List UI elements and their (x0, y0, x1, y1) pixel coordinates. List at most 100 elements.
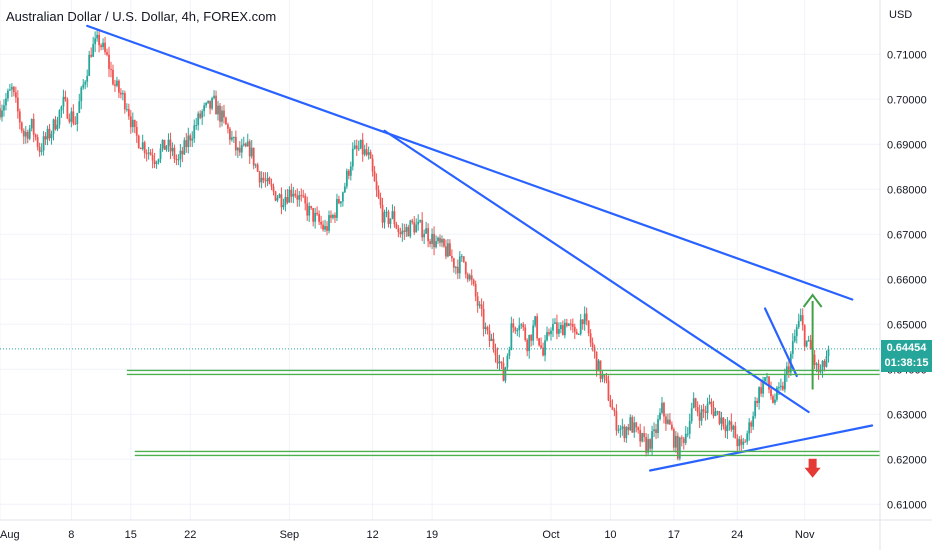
candle-body (86, 75, 89, 82)
candle-body (659, 412, 661, 420)
candle-body (60, 106, 63, 111)
candle-body (577, 334, 580, 336)
candle-body (813, 354, 816, 365)
candle-body (181, 150, 184, 155)
candle-body (585, 313, 588, 321)
candle-body (102, 42, 104, 48)
candle-body (415, 224, 418, 233)
candle-body (189, 135, 192, 141)
candle-body (762, 381, 764, 394)
candle-body (296, 195, 299, 200)
candle-body (3, 105, 5, 111)
candle-body (706, 403, 709, 413)
candle-body (744, 441, 747, 443)
candle-body (288, 189, 291, 203)
candle-body (100, 45, 102, 48)
candle-body (817, 363, 820, 373)
candle-body (589, 333, 592, 343)
candle-body (5, 98, 7, 106)
price-axis[interactable]: 0.71000 0.70000 0.69000 0.68000 0.67000 0.660… (879, 0, 927, 550)
candle-body (698, 412, 701, 421)
x-tick-label: 8 (68, 529, 74, 541)
candle-body (294, 193, 297, 196)
candle-body (720, 417, 723, 424)
candle-body (98, 34, 100, 46)
candle-body (663, 402, 665, 417)
candle-body (264, 180, 267, 182)
candle-body (256, 164, 259, 172)
candle-body (738, 439, 741, 447)
candle-body (506, 355, 509, 368)
candle-body (104, 42, 106, 53)
candle-body (173, 147, 176, 159)
candle-body (195, 125, 198, 127)
candle-body (736, 438, 739, 447)
candle-body (639, 430, 642, 442)
candle-body (492, 338, 495, 349)
candle-body (825, 356, 828, 367)
candle-body (534, 316, 537, 326)
trendline (383, 129, 810, 414)
candle-body (454, 266, 457, 268)
candle-body (141, 142, 144, 150)
candle-body (540, 345, 542, 348)
candle-body (561, 325, 564, 336)
candle-body (30, 118, 33, 129)
time-axis[interactable]: Aug 8 15 22 Sep 12 19 Oct 10 17 24 Nov (0, 519, 932, 541)
candle-body (413, 222, 416, 233)
candle-body (447, 243, 449, 257)
candle-body (611, 406, 614, 410)
candle-body (764, 377, 766, 382)
candle-body (66, 99, 69, 119)
candle-body (338, 199, 340, 204)
candle-body (710, 401, 713, 407)
candle-body (667, 419, 669, 424)
candle-body (783, 373, 786, 390)
candle-body (433, 233, 435, 248)
candle-body (548, 332, 550, 335)
y-tick-label: 0.66000 (887, 274, 927, 286)
candle-body (821, 360, 824, 372)
currency-label: USD (889, 9, 913, 21)
candle-body (544, 340, 546, 356)
candle-body (401, 230, 404, 235)
candle-body (9, 89, 11, 91)
candle-body (278, 194, 281, 198)
candle-body (36, 137, 39, 148)
candle-body (262, 177, 265, 181)
candle-body (227, 124, 229, 129)
candle-body (702, 409, 705, 412)
candle-body (163, 139, 166, 150)
x-tick-label: Sep (280, 529, 300, 541)
candle-body (437, 237, 439, 242)
candle-body (770, 389, 772, 397)
candle-body (641, 433, 644, 442)
candle-body (579, 319, 582, 335)
candle-body (365, 149, 368, 155)
candle-body (393, 211, 396, 225)
candle-body (799, 315, 802, 321)
candle-body (381, 204, 384, 223)
candle-body (70, 111, 73, 122)
candle-body (312, 208, 315, 222)
candle-body (193, 125, 196, 139)
candle-body (526, 340, 529, 352)
candle-body (528, 334, 531, 352)
candle-body (171, 147, 174, 152)
bar-countdown: 01:38:15 (884, 356, 929, 369)
candle-body (62, 96, 65, 107)
candle-body (28, 128, 31, 139)
x-tick-label: 19 (426, 529, 438, 541)
candle-body (96, 34, 99, 39)
candle-body (332, 214, 334, 218)
candle-body (361, 139, 364, 155)
y-tick-label: 0.61000 (887, 499, 927, 511)
candle-body (567, 323, 570, 326)
candle-body (809, 340, 812, 350)
candle-body (326, 226, 328, 231)
candle-body (466, 274, 469, 280)
candle-body (645, 437, 648, 453)
candle-body (815, 363, 818, 365)
candle-body (290, 189, 293, 197)
